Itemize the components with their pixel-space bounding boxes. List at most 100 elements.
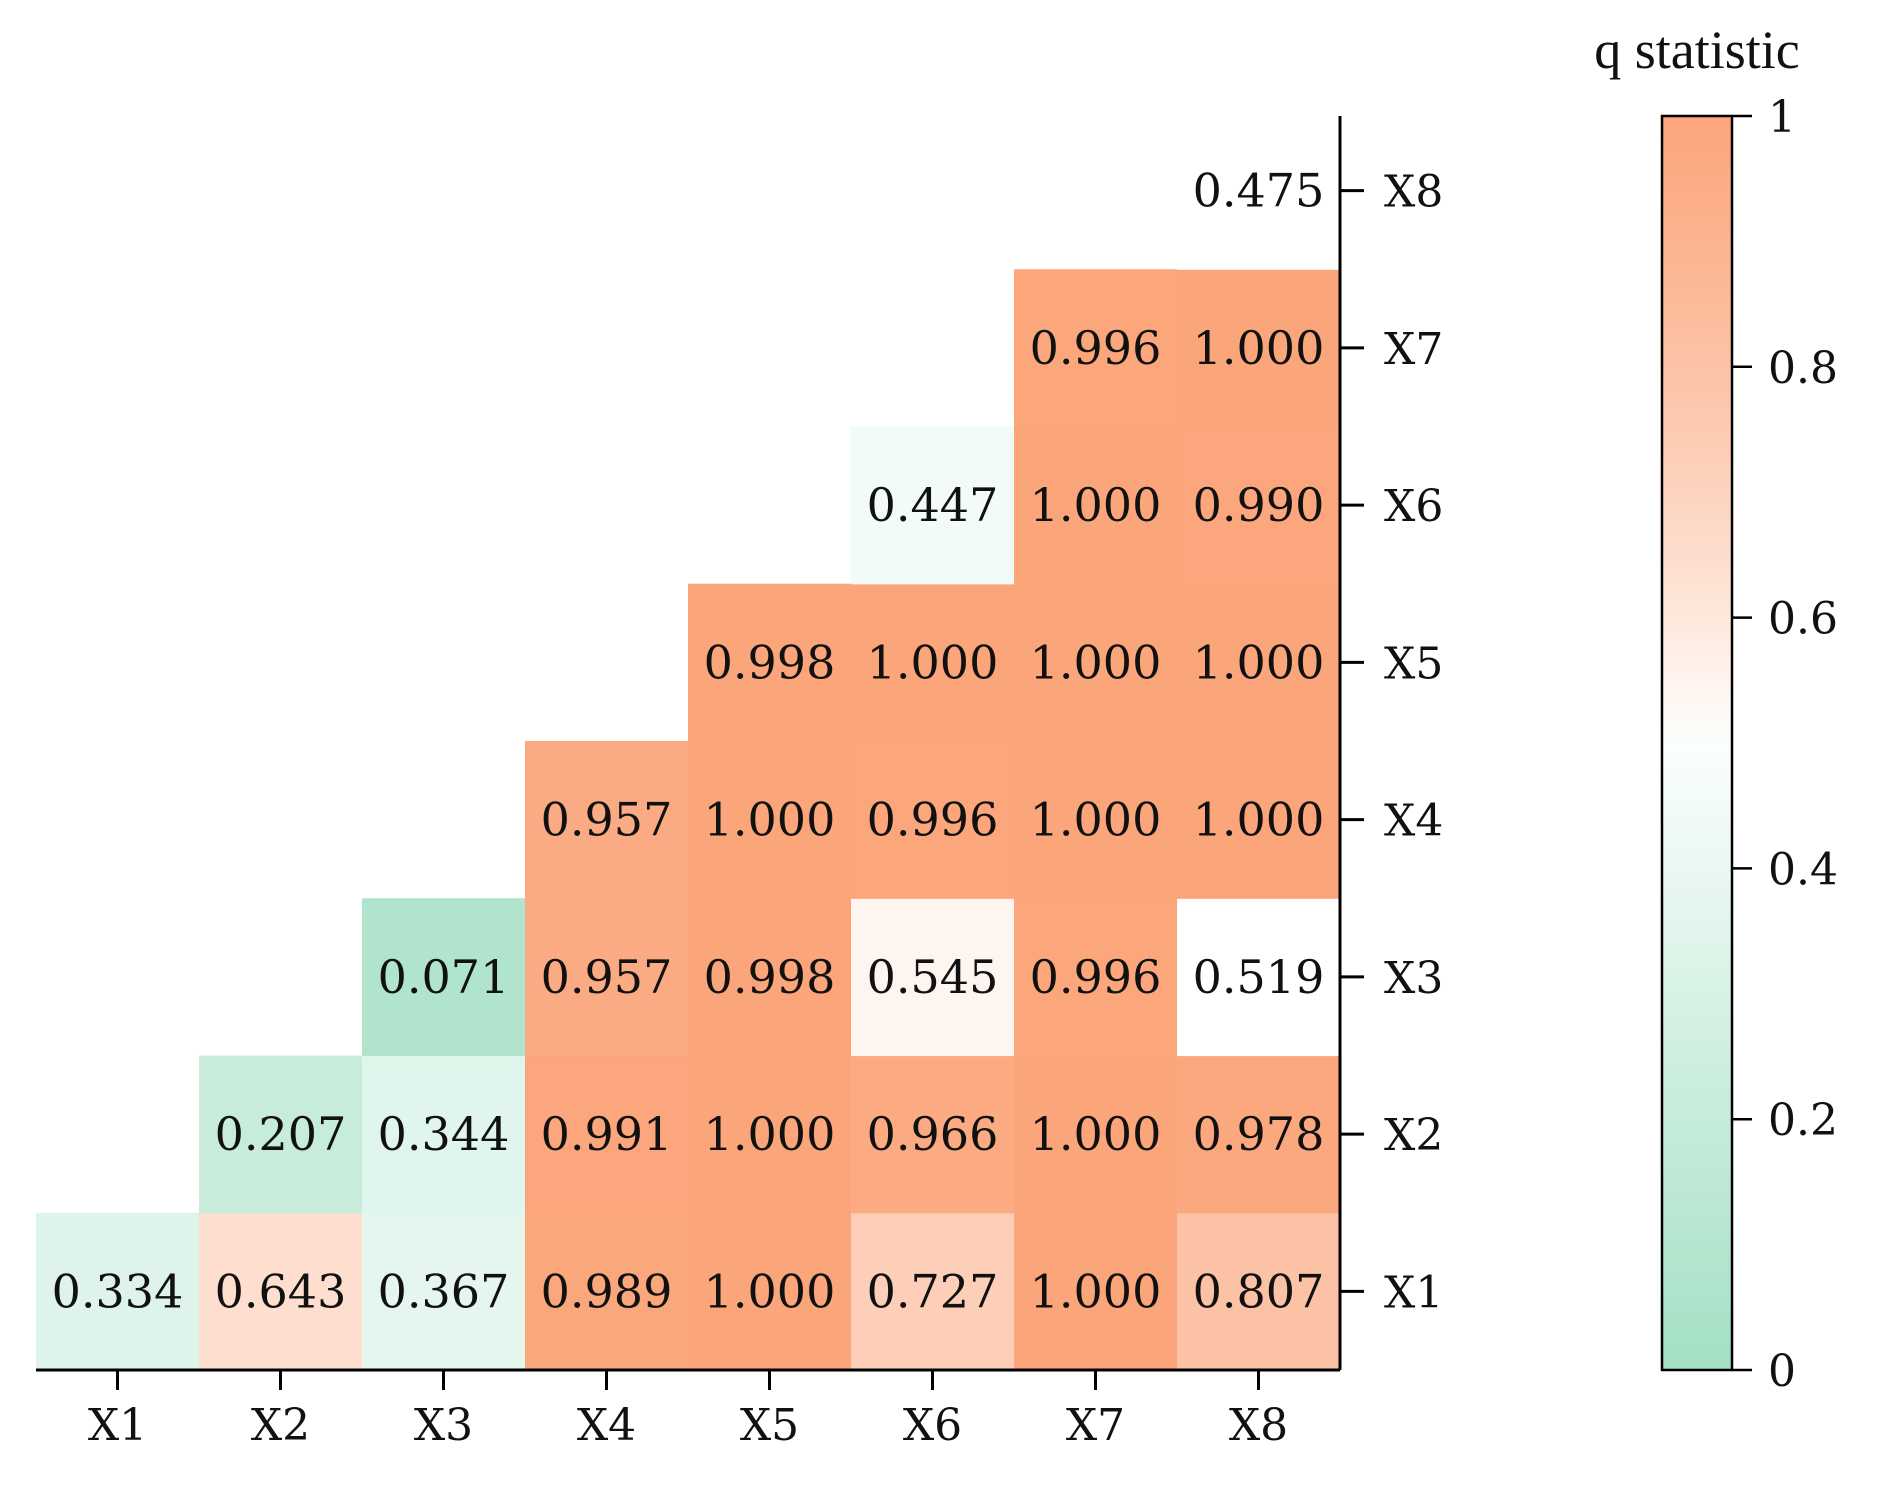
cell-value-label: 1.000 bbox=[867, 635, 999, 689]
cell-value-label: 1.000 bbox=[1193, 321, 1325, 375]
heatmap-cell-x8-x1 bbox=[1177, 1212, 1341, 1371]
heatmap-cell-x8-x6 bbox=[1177, 426, 1341, 585]
heatmap-cell-x8-x2 bbox=[1177, 1055, 1341, 1214]
heatmap-cell-x7-x3 bbox=[1014, 898, 1178, 1057]
heatmap-cell-x3-x1 bbox=[362, 1212, 526, 1371]
cell-value-label: 0.475 bbox=[1193, 164, 1325, 218]
y-tick-label: X3 bbox=[1384, 953, 1443, 1004]
heatmap-cell-x5-x3 bbox=[688, 898, 852, 1057]
cell-value-label: 0.545 bbox=[867, 950, 999, 1004]
heatmap-cell-x6-x5 bbox=[851, 583, 1015, 742]
x-tick-label: X7 bbox=[1066, 1400, 1125, 1451]
heatmap-cell-x3-x3 bbox=[362, 898, 526, 1057]
colorbar: q statistic 0 0.2 0.4 0.6 0.8 1 bbox=[1594, 20, 1838, 1397]
cell-value-label: 0.367 bbox=[378, 1264, 510, 1318]
cell-value-label: 0.996 bbox=[867, 793, 999, 847]
x-tick-label: X5 bbox=[740, 1400, 799, 1451]
cell-value-label: 0.344 bbox=[378, 1107, 510, 1161]
heatmap-cell-x4-x2 bbox=[525, 1055, 689, 1214]
heatmap-cell-x5-x1 bbox=[688, 1212, 852, 1371]
y-tick-label: X4 bbox=[1384, 796, 1443, 847]
heatmap-cell-x1-x1 bbox=[36, 1212, 200, 1371]
x-tick-label: X2 bbox=[251, 1400, 310, 1451]
cell-value-label: 1.000 bbox=[1193, 793, 1325, 847]
heatmap-cell-x8-x3 bbox=[1177, 898, 1341, 1057]
heatmap-cell-x5-x4 bbox=[688, 741, 852, 899]
heatmap-cell-x3-x2 bbox=[362, 1055, 526, 1214]
cell-value-label: 0.966 bbox=[867, 1107, 999, 1161]
cell-value-label: 0.643 bbox=[215, 1264, 347, 1318]
cell-value-label: 0.727 bbox=[867, 1264, 999, 1318]
heatmap-cell-x8-x7 bbox=[1177, 269, 1341, 428]
heatmap-cell-x8-x4 bbox=[1177, 741, 1341, 899]
heatmap-cell-x6-x4 bbox=[851, 741, 1015, 899]
heatmap-cell-x8-x8 bbox=[1177, 112, 1341, 270]
cell-value-label: 0.978 bbox=[1193, 1107, 1325, 1161]
heatmap-cell-x4-x1 bbox=[525, 1212, 689, 1371]
cells-layer bbox=[36, 112, 1341, 1371]
cell-value-label: 0.447 bbox=[867, 478, 999, 532]
y-tick-label: X1 bbox=[1384, 1267, 1443, 1318]
cell-value-label: 1.000 bbox=[1030, 1264, 1162, 1318]
heatmap-cell-x7-x6 bbox=[1014, 426, 1178, 585]
heatmap-cell-x2-x1 bbox=[199, 1212, 363, 1371]
cell-value-label: 0.989 bbox=[541, 1264, 673, 1318]
y-tick-label: X8 bbox=[1384, 167, 1443, 218]
cell-value-label: 0.519 bbox=[1193, 950, 1325, 1004]
x-tick-label: X4 bbox=[577, 1400, 636, 1451]
heatmap-cell-x7-x5 bbox=[1014, 583, 1178, 742]
colorbar-title: q statistic bbox=[1594, 20, 1799, 80]
cell-value-label: 1.000 bbox=[704, 793, 836, 847]
colorbar-tick-label: 1 bbox=[1768, 92, 1796, 143]
cell-value-label: 0.996 bbox=[1030, 950, 1162, 1004]
heatmap-cell-x4-x4 bbox=[525, 741, 689, 899]
cell-value-label: 1.000 bbox=[1030, 793, 1162, 847]
cell-value-label: 0.991 bbox=[541, 1107, 673, 1161]
cell-value-label: 0.957 bbox=[541, 950, 673, 1004]
cell-value-label: 1.000 bbox=[704, 1264, 836, 1318]
cell-value-label: 0.957 bbox=[541, 793, 673, 847]
y-tick-label: X5 bbox=[1384, 638, 1443, 689]
heatmap-cell-x8-x5 bbox=[1177, 583, 1341, 742]
axes-layer: X1 X2 X3 X4 X5 X6 X7 X8 X1 X2 X3 X4 X5 X6 X7 X8 bbox=[36, 116, 1443, 1451]
cell-value-label: 0.996 bbox=[1030, 321, 1162, 375]
heatmap-cell-x7-x2 bbox=[1014, 1055, 1178, 1214]
heatmap-cell-x5-x5 bbox=[688, 583, 852, 742]
cell-value-label: 0.998 bbox=[704, 950, 836, 1004]
heatmap-cell-x4-x3 bbox=[525, 898, 689, 1057]
cell-value-label: 1.000 bbox=[704, 1107, 836, 1161]
heatmap-cell-x2-x2 bbox=[199, 1055, 363, 1214]
y-tick-label: X2 bbox=[1384, 1110, 1443, 1161]
cell-value-label: 0.990 bbox=[1193, 478, 1325, 532]
cell-value-label: 0.807 bbox=[1193, 1264, 1325, 1318]
cell-value-label: 0.334 bbox=[52, 1264, 184, 1318]
y-tick-label: X6 bbox=[1384, 481, 1443, 532]
cell-value-label: 0.998 bbox=[704, 635, 836, 689]
colorbar-tick-label: 0.2 bbox=[1768, 1095, 1838, 1146]
y-tick-label: X7 bbox=[1384, 324, 1443, 375]
cell-value-label: 0.071 bbox=[378, 950, 510, 1004]
colorbar-tick-label: 0 bbox=[1768, 1346, 1796, 1397]
colorbar-tick-label: 0.8 bbox=[1768, 343, 1838, 394]
colorbar-gradient bbox=[1660, 114, 1734, 1372]
cell-labels-layer: 0.334 0.643 0.367 0.989 1.000 0.727 1.000 0.807… bbox=[52, 164, 1325, 1319]
x-tick-label: X8 bbox=[1229, 1400, 1288, 1451]
x-tick-label: X6 bbox=[903, 1400, 962, 1451]
x-tick-label: X3 bbox=[414, 1400, 473, 1451]
cell-value-label: 1.000 bbox=[1030, 635, 1162, 689]
heatmap-cell-x7-x4 bbox=[1014, 741, 1178, 899]
cell-value-label: 1.000 bbox=[1030, 478, 1162, 532]
heatmap-cell-x6-x6 bbox=[851, 426, 1015, 585]
heatmap-cell-x6-x1 bbox=[851, 1212, 1015, 1371]
heatmap-cell-x5-x2 bbox=[688, 1055, 852, 1214]
colorbar-tick-label: 0.6 bbox=[1768, 594, 1838, 645]
x-tick-label: X1 bbox=[88, 1400, 147, 1451]
cell-value-label: 1.000 bbox=[1030, 1107, 1162, 1161]
cell-value-label: 1.000 bbox=[1193, 635, 1325, 689]
colorbar-tick-label: 0.4 bbox=[1768, 844, 1838, 895]
heatmap-cell-x6-x2 bbox=[851, 1055, 1015, 1214]
heatmap-cell-x6-x3 bbox=[851, 898, 1015, 1057]
heatmap-cell-x7-x1 bbox=[1014, 1212, 1178, 1371]
